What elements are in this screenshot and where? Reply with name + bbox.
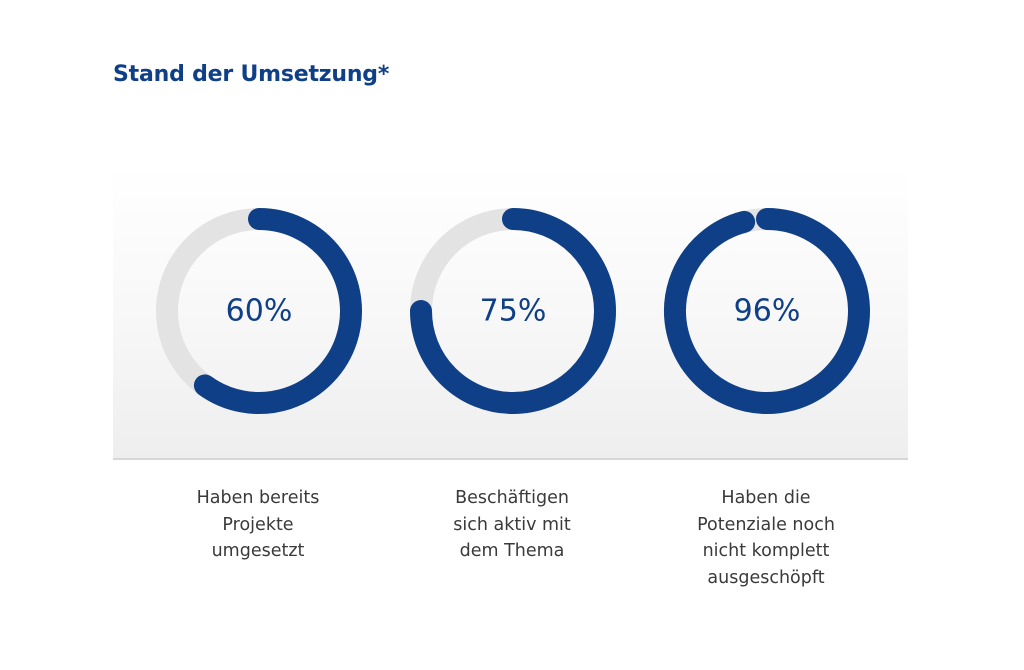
donut-value-3: 96% (734, 294, 801, 329)
donut-value-2: 75% (480, 294, 547, 329)
donut-value-1: 60% (226, 294, 293, 329)
caption-line: Projekte (222, 514, 294, 535)
donut-chart-1: 60% (154, 206, 364, 416)
donut-chart-3: 96% (662, 206, 872, 416)
caption-line: dem Thema (459, 541, 565, 561)
caption-line: ausgeschöpft (707, 567, 825, 588)
caption-line: nicht komplett (702, 541, 830, 561)
donut-arc-3 (664, 208, 870, 414)
donut-svg-1: 60% (156, 208, 362, 414)
caption-line: Haben die (721, 488, 811, 508)
donut-arc-1 (193, 208, 362, 414)
donut-caption-2: Beschäftigen sich aktiv mit dem Thema (412, 485, 612, 565)
caption-line: Haben bereits (196, 488, 320, 508)
donut-caption-3: Haben die Potenziale noch nicht komplett… (666, 485, 866, 591)
donut-svg-2: 75% (410, 208, 616, 414)
donut-arc-2 (410, 208, 616, 414)
caption-line: umgesetzt (211, 541, 305, 561)
donut-chart-2: 75% (408, 206, 618, 416)
caption-line: Beschäftigen (455, 488, 569, 508)
donut-caption-1: Haben bereits Projekte umgesetzt (158, 485, 358, 565)
caption-line: sich aktiv mit (453, 514, 571, 535)
donut-svg-3: 96% (664, 208, 870, 414)
chart-title: Stand der Umsetzung* (113, 62, 390, 87)
caption-line: Potenziale noch (697, 514, 835, 535)
